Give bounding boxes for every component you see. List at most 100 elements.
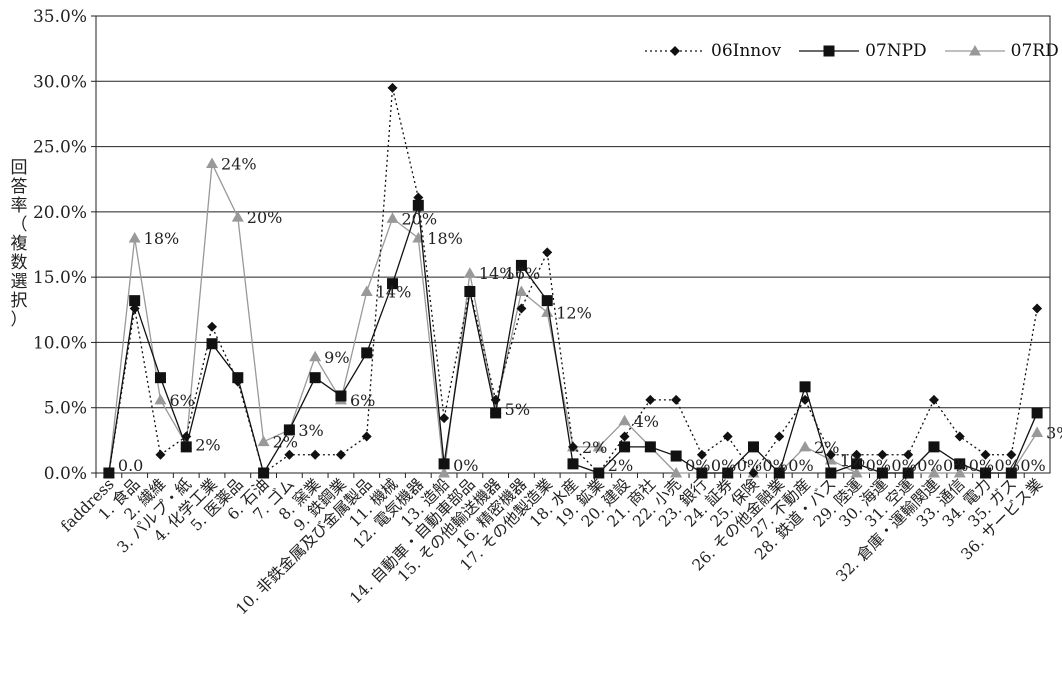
point-06innov: [568, 441, 578, 452]
data-label: 4%: [634, 412, 659, 431]
y-axis-label-char: 率: [10, 196, 28, 216]
point-07rd: [953, 467, 966, 478]
legend-swatch: [799, 45, 860, 57]
data-label: 18%: [427, 229, 463, 248]
data-label: 0%: [969, 456, 994, 475]
point-06innov: [181, 431, 192, 442]
data-label: 6%: [169, 391, 194, 410]
point-06innov: [825, 449, 836, 460]
point-07npd: [283, 424, 295, 436]
point-07npd: [490, 407, 502, 419]
point-06innov: [877, 449, 888, 460]
legend-marker: [968, 45, 981, 56]
point-07rd: [927, 467, 940, 478]
legend-item-06innov: 06Innov: [645, 41, 781, 61]
point-07npd: [980, 467, 992, 479]
point-07rd: [360, 285, 373, 297]
point-06innov: [103, 468, 114, 478]
data-label: 0%: [943, 456, 968, 475]
legend-label: 07NPD: [865, 41, 927, 61]
point-07rd: [309, 350, 322, 362]
point-06innov: [207, 321, 218, 332]
y-tick-label: 30.0%: [33, 72, 87, 92]
point-06innov: [516, 303, 527, 314]
legend-label: 07RD: [1010, 41, 1059, 61]
point-07npd: [309, 372, 321, 384]
legend-swatch: [645, 46, 705, 56]
data-label: 14%: [479, 264, 515, 283]
data-label: 9%: [324, 348, 349, 367]
point-07rd: [515, 285, 528, 297]
y-tick-label: 0.0%: [44, 464, 87, 484]
point-07npd: [335, 390, 347, 402]
point-07npd: [567, 458, 579, 470]
point-07npd: [799, 381, 811, 393]
point-07npd: [206, 338, 218, 350]
point-07npd: [928, 441, 940, 453]
legend-marker: [823, 45, 835, 57]
y-tick-label: 20.0%: [33, 203, 87, 223]
point-07npd: [954, 458, 966, 470]
plot-frame: [95, 15, 1051, 474]
y-tick-label: 35.0%: [33, 7, 87, 27]
point-07npd: [129, 295, 141, 307]
point-07npd: [515, 259, 527, 271]
y-axis-label-char: 数: [10, 253, 28, 273]
point-06innov: [413, 192, 424, 203]
point-06innov: [1032, 303, 1043, 314]
legend-label: 06Innov: [711, 41, 782, 61]
point-06innov: [310, 449, 321, 460]
data-label: 0%: [685, 456, 710, 475]
point-07rd: [154, 393, 167, 405]
data-label: 0%: [866, 456, 891, 475]
point-06innov: [851, 449, 862, 460]
point-06innov: [361, 431, 372, 442]
point-07npd: [1031, 407, 1043, 419]
point-06innov: [593, 468, 604, 478]
y-axis-label-char: 択: [10, 291, 28, 311]
point-06innov: [387, 82, 398, 93]
point-06innov: [1006, 449, 1017, 460]
data-label: 0%: [453, 456, 478, 475]
point-06innov: [645, 394, 656, 405]
point-07npd: [747, 441, 759, 453]
point-07npd: [438, 458, 450, 470]
point-06innov: [800, 394, 811, 405]
point-06innov: [928, 394, 939, 405]
point-07npd: [619, 441, 631, 453]
legend-marker: [670, 46, 680, 56]
point-06innov: [284, 449, 295, 460]
data-label: 0%: [917, 456, 942, 475]
point-06innov: [155, 449, 166, 460]
point-07npd: [412, 199, 424, 211]
data-label: 24%: [221, 155, 257, 174]
data-label: 0%: [762, 456, 787, 475]
point-07npd: [851, 458, 863, 470]
point-06innov: [464, 285, 475, 296]
data-label: 2%: [608, 456, 633, 475]
y-tick-label: 5.0%: [44, 399, 87, 419]
point-07rd: [670, 467, 683, 478]
y-axis-label-char: （: [10, 215, 28, 235]
point-07npd: [773, 467, 785, 479]
data-label: 5%: [505, 400, 530, 419]
point-07rd: [128, 231, 141, 243]
point-06innov: [129, 303, 140, 314]
y-tick-label: 25.0%: [33, 138, 87, 158]
data-label: 0%: [1020, 456, 1045, 475]
data-label: 2%: [582, 438, 607, 457]
legend-item-07rd: 07RD: [944, 41, 1059, 61]
y-axis-label-char: 選: [10, 272, 28, 292]
point-06innov: [439, 413, 450, 424]
point-07npd: [825, 467, 837, 479]
data-label: 0%: [737, 456, 762, 475]
point-07rd: [386, 212, 399, 223]
point-07rd: [592, 440, 605, 452]
point-06innov: [722, 431, 733, 442]
y-axis-label-char: 答: [10, 177, 28, 197]
data-label: 16%: [505, 264, 541, 283]
point-06innov: [335, 449, 346, 460]
y-axis-label-char: 回: [10, 158, 28, 178]
point-07rd: [799, 440, 812, 452]
